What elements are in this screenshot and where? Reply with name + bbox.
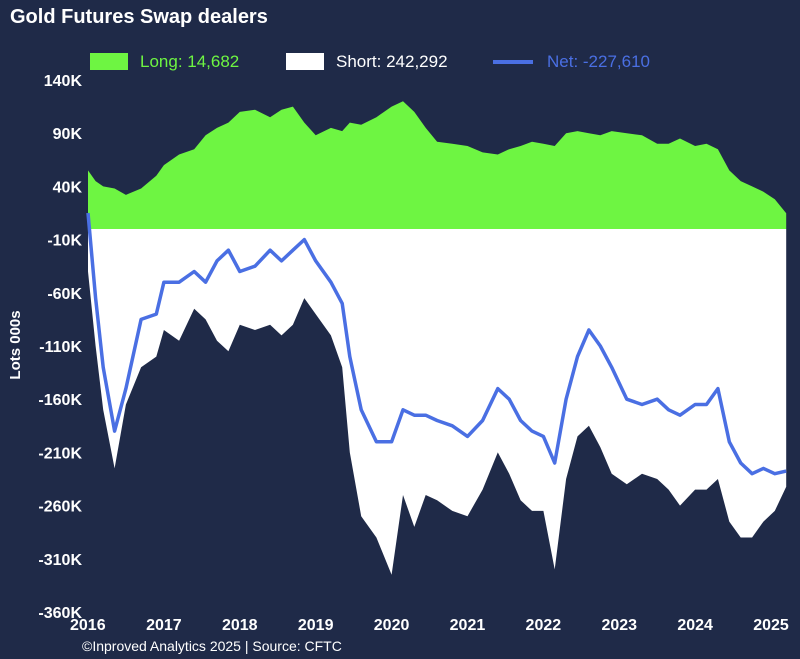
x-tick-label: 2022 xyxy=(526,617,562,634)
x-tick-label: 2024 xyxy=(677,617,713,634)
x-tick-label: 2018 xyxy=(222,617,258,634)
legend-short-swatch xyxy=(286,53,324,70)
y-tick-label: -10K xyxy=(47,233,82,250)
x-tick-label: 2016 xyxy=(70,617,106,634)
legend-long-label: Long: 14,682 xyxy=(140,52,239,71)
long-area xyxy=(88,101,787,229)
y-tick-label: -360K xyxy=(38,605,82,622)
x-tick-label: 2025 xyxy=(753,617,789,634)
y-tick-label: 140K xyxy=(44,73,83,90)
legend-net-label: Net: -227,610 xyxy=(547,52,650,71)
legend-short-label: Short: 242,292 xyxy=(336,52,448,71)
x-tick-label: 2021 xyxy=(450,617,486,634)
y-axis: 140K 90K 40K -10K -60K -110K -160K -210K -260K -3… xyxy=(38,73,82,622)
y-tick-label: 90K xyxy=(53,126,83,143)
y-tick-label: 40K xyxy=(53,179,83,196)
y-tick-label: -310K xyxy=(38,552,82,569)
x-tick-label: 2017 xyxy=(146,617,182,634)
x-tick-label: 2019 xyxy=(298,617,334,634)
y-tick-label: -60K xyxy=(47,286,82,303)
y-tick-label: -210K xyxy=(38,445,82,462)
short-area xyxy=(88,229,787,575)
plot-area xyxy=(86,101,787,575)
y-tick-label: -260K xyxy=(38,499,82,516)
legend: Long: 14,682 Short: 242,292 Net: -227,61… xyxy=(90,52,650,71)
x-tick-label: 2020 xyxy=(374,617,410,634)
y-axis-label: Lots 000s xyxy=(7,310,24,379)
x-axis: 2016 2017 2018 2019 2020 2021 2022 2023 2024 2025 xyxy=(70,617,789,634)
chart-title: Gold Futures Swap dealers xyxy=(10,6,268,28)
x-tick-label: 2023 xyxy=(601,617,637,634)
net-line xyxy=(86,212,787,476)
y-tick-label: -160K xyxy=(38,392,82,409)
legend-long-swatch xyxy=(90,53,128,70)
y-tick-label: -110K xyxy=(39,339,82,356)
footer-source: ©Inproved Analytics 2025 | Source: CFTC xyxy=(82,638,342,654)
